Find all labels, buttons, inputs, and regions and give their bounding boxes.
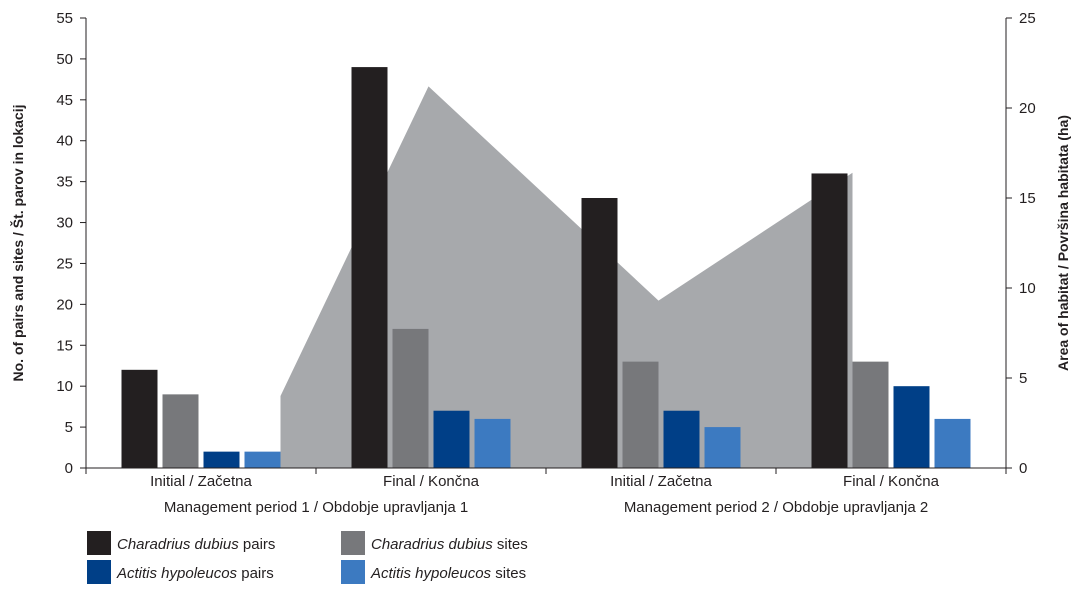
left-y-tick-label: 45 (56, 92, 73, 109)
right-y-tick-label: 0 (1019, 460, 1027, 477)
legend-species: Charadrius dubius (371, 536, 493, 553)
right-y-tick-label: 20 (1019, 100, 1036, 117)
bar-actitis-hypoleucos-pairs-3 (893, 386, 930, 468)
left-y-tick-label: 5 (65, 419, 73, 436)
bars-layer (121, 67, 971, 469)
left-y-tick-label: 40 (56, 133, 73, 150)
right-y-tick-label: 25 (1019, 10, 1036, 27)
right-y-tick-label: 15 (1019, 190, 1036, 207)
left-y-axis-label: No. of pairs and sites / Št. parov in lo… (9, 105, 26, 382)
bar-charadrius-dubius-sites-3 (852, 361, 889, 468)
left-y-tick-label: 30 (56, 215, 73, 232)
legend: Charadrius dubius pairs Charadrius dubius… (87, 531, 528, 584)
left-y-tick-label: 15 (56, 337, 73, 354)
legend-metric: pairs (237, 565, 274, 582)
legend-metric: sites (493, 536, 528, 553)
right-y-ticks: 0 5 10 15 20 25 (1006, 10, 1036, 477)
legend-label: Charadrius dubius pairs (117, 536, 275, 553)
left-y-tick-label: 25 (56, 255, 73, 272)
left-y-ticks: 0 5 10 15 20 25 30 35 40 45 50 55 (56, 10, 86, 477)
bar-actitis-hypoleucos-pairs-2 (663, 410, 700, 468)
legend-metric: pairs (239, 536, 276, 553)
bar-charadrius-dubius-sites-1 (392, 328, 429, 468)
x-period-label: Management period 1 / Obdobje upravljanj… (164, 499, 468, 516)
bar-charadrius-dubius-sites-2 (622, 361, 659, 468)
left-y-tick-label: 55 (56, 10, 73, 27)
bar-actitis-hypoleucos-sites-3 (934, 418, 971, 468)
right-y-tick-label: 5 (1019, 370, 1027, 387)
legend-label: Actitis hypoleucos pairs (116, 565, 274, 582)
x-labels: Initial / Začetna Final / Končna Initial /… (85, 468, 1007, 516)
legend-swatch-actitis-hypoleucos-pairs (87, 560, 111, 584)
left-y-tick-label: 0 (65, 460, 73, 477)
x-category-label: Initial / Začetna (610, 473, 712, 490)
x-category-label: Initial / Začetna (150, 473, 252, 490)
bar-charadrius-dubius-sites-0 (162, 394, 199, 468)
bar-actitis-hypoleucos-sites-1 (474, 418, 511, 468)
bar-actitis-hypoleucos-sites-2 (704, 427, 741, 468)
right-y-tick-label: 10 (1019, 280, 1036, 297)
x-category-label: Final / Končna (843, 473, 940, 490)
left-y-tick-label: 20 (56, 296, 73, 313)
legend-species: Actitis hypoleucos (116, 565, 238, 582)
bar-actitis-hypoleucos-pairs-0 (203, 451, 240, 468)
bar-charadrius-dubius-pairs-2 (581, 198, 618, 468)
legend-swatch-charadrius-dubius-pairs (87, 531, 111, 555)
legend-species: Actitis hypoleucos (370, 565, 492, 582)
bar-charadrius-dubius-pairs-0 (121, 369, 158, 468)
left-y-tick-label: 10 (56, 378, 73, 395)
bar-actitis-hypoleucos-pairs-1 (433, 410, 470, 468)
x-category-label: Final / Končna (383, 473, 480, 490)
legend-species: Charadrius dubius (117, 536, 239, 553)
legend-label: Actitis hypoleucos sites (370, 565, 526, 582)
legend-label: Charadrius dubius sites (371, 536, 528, 553)
legend-swatch-charadrius-dubius-sites (341, 531, 365, 555)
legend-metric: sites (491, 565, 526, 582)
bar-charadrius-dubius-pairs-3 (811, 173, 848, 469)
right-y-axis-label: Area of habitat / Površina habitata (ha) (1055, 115, 1071, 371)
left-y-tick-label: 35 (56, 174, 73, 191)
bar-charadrius-dubius-pairs-1 (351, 67, 388, 468)
x-period-label: Management period 2 / Obdobje upravljanj… (624, 499, 928, 516)
legend-swatch-actitis-hypoleucos-sites (341, 560, 365, 584)
left-y-tick-label: 50 (56, 51, 73, 68)
bar-actitis-hypoleucos-sites-0 (244, 451, 281, 468)
